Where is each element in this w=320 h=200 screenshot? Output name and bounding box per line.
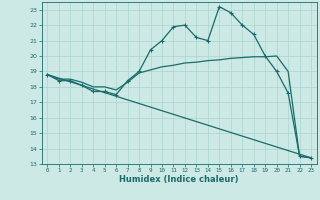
X-axis label: Humidex (Indice chaleur): Humidex (Indice chaleur) bbox=[119, 175, 239, 184]
